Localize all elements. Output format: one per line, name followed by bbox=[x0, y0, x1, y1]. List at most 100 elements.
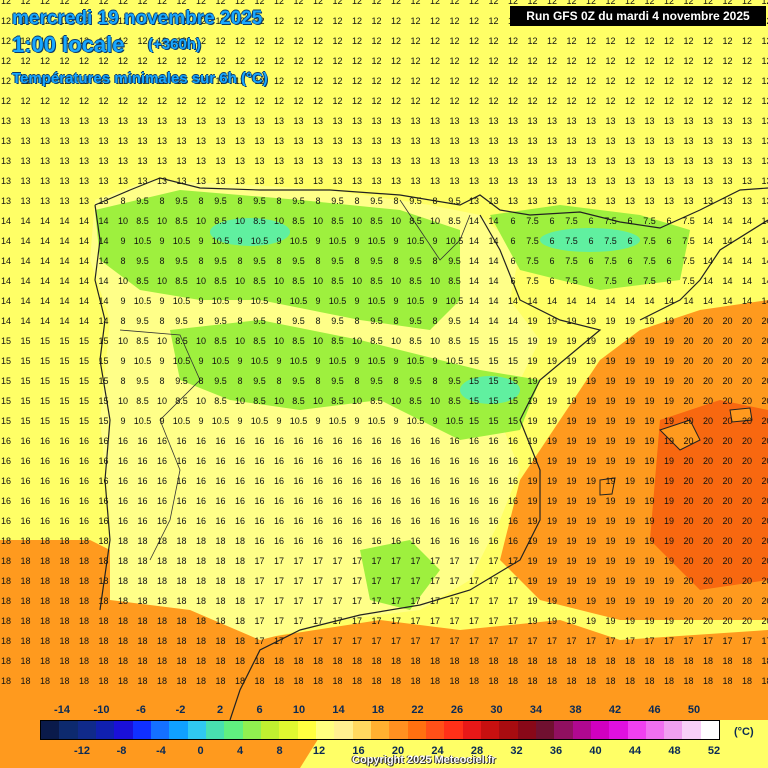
grid-value: 6 bbox=[666, 256, 671, 266]
grid-value: 16 bbox=[488, 456, 498, 466]
grid-value: 15 bbox=[1, 416, 11, 426]
grid-value: 12 bbox=[20, 16, 30, 26]
grid-value: 13 bbox=[586, 156, 596, 166]
grid-value: 16 bbox=[157, 476, 167, 486]
grid-value: 20 bbox=[683, 376, 693, 386]
grid-value: 16 bbox=[293, 536, 303, 546]
grid-value: 13 bbox=[508, 156, 518, 166]
grid-value: 12 bbox=[469, 56, 479, 66]
grid-value: 14 bbox=[40, 316, 50, 326]
legend-label-bottom: 44 bbox=[628, 745, 642, 757]
grid-value: 13 bbox=[157, 176, 167, 186]
grid-value: 10 bbox=[352, 276, 362, 286]
grid-value: 12 bbox=[1, 16, 11, 26]
grid-value: 18 bbox=[157, 596, 167, 606]
grid-value: 18 bbox=[605, 676, 615, 686]
grid-value: 17 bbox=[371, 576, 381, 586]
grid-value: 8 bbox=[432, 376, 437, 386]
grid-value: 19 bbox=[644, 436, 654, 446]
grid-value: 12 bbox=[586, 56, 596, 66]
grid-value: 14 bbox=[527, 296, 537, 306]
grid-value: 16 bbox=[274, 456, 284, 466]
grid-value: 12 bbox=[761, 96, 768, 106]
grid-value: 10 bbox=[430, 216, 440, 226]
grid-value: 13 bbox=[313, 116, 323, 126]
legend-swatch bbox=[260, 721, 280, 739]
grid-value: 12 bbox=[313, 0, 323, 6]
grid-value: 10.5 bbox=[290, 416, 308, 426]
grid-value: 12 bbox=[196, 96, 206, 106]
grid-value: 10.5 bbox=[329, 356, 347, 366]
grid-value: 14 bbox=[742, 256, 752, 266]
cool-zone-centre bbox=[170, 320, 540, 440]
grid-value: 12 bbox=[59, 76, 69, 86]
grid-value: 13 bbox=[566, 136, 576, 146]
grid-value: 12 bbox=[235, 56, 245, 66]
grid-value: 12 bbox=[430, 76, 440, 86]
grid-value: 8.5 bbox=[448, 216, 461, 226]
grid-value: 9.5 bbox=[448, 316, 461, 326]
grid-value: 13 bbox=[703, 176, 713, 186]
grid-value: 13 bbox=[371, 156, 381, 166]
grid-value: 9.5 bbox=[292, 196, 305, 206]
grid-value: 16 bbox=[1, 516, 11, 526]
grid-value: 13 bbox=[196, 136, 206, 146]
grid-value: 6 bbox=[627, 276, 632, 286]
grid-value: 13 bbox=[254, 136, 264, 146]
grid-value: 13 bbox=[79, 196, 89, 206]
grid-value: 18 bbox=[742, 656, 752, 666]
grid-value: 6 bbox=[666, 216, 671, 226]
legend-swatch bbox=[389, 721, 408, 739]
grid-value: 12 bbox=[137, 76, 147, 86]
grid-value: 12 bbox=[274, 0, 284, 6]
grid-value: 13 bbox=[40, 176, 50, 186]
grid-value: 20 bbox=[722, 336, 732, 346]
grid-value: 12 bbox=[605, 0, 615, 6]
grid-value: 20 bbox=[683, 316, 693, 326]
grid-value: 19 bbox=[644, 496, 654, 506]
grid-value: 19 bbox=[586, 376, 596, 386]
grid-value: 17 bbox=[391, 596, 401, 606]
grid-value: 9.5 bbox=[331, 376, 344, 386]
grid-value: 19 bbox=[566, 336, 576, 346]
grid-value: 19 bbox=[547, 596, 557, 606]
grid-value: 19 bbox=[547, 456, 557, 466]
grid-value: 19 bbox=[625, 576, 635, 586]
grid-value: 12 bbox=[761, 0, 768, 6]
grid-value: 18 bbox=[488, 676, 498, 686]
grid-value: 12 bbox=[508, 0, 518, 6]
grid-value: 17 bbox=[371, 636, 381, 646]
grid-value: 16 bbox=[196, 476, 206, 486]
grid-value: 12 bbox=[274, 36, 284, 46]
grid-value: 20 bbox=[761, 536, 768, 546]
grid-value: 18 bbox=[20, 536, 30, 546]
grid-value: 18 bbox=[235, 536, 245, 546]
grid-value: 9 bbox=[315, 356, 320, 366]
grid-value: 14 bbox=[761, 256, 768, 266]
grid-value: 12 bbox=[527, 36, 537, 46]
grid-value: 16 bbox=[137, 456, 147, 466]
grid-value: 13 bbox=[371, 176, 381, 186]
grid-value: 19 bbox=[527, 516, 537, 526]
grid-value: 10.5 bbox=[368, 296, 386, 306]
grid-value: 8.5 bbox=[175, 216, 188, 226]
grid-value: 15 bbox=[59, 356, 69, 366]
grid-value: 18 bbox=[59, 656, 69, 666]
grid-value: 15 bbox=[98, 336, 108, 346]
grid-value: 20 bbox=[761, 576, 768, 586]
grid-value: 9 bbox=[354, 296, 359, 306]
grid-value: 14 bbox=[703, 236, 713, 246]
grid-value: 10.5 bbox=[173, 416, 191, 426]
grid-value: 18 bbox=[79, 556, 89, 566]
grid-value: 13 bbox=[664, 116, 674, 126]
grid-value: 10 bbox=[391, 276, 401, 286]
grid-value: 18 bbox=[196, 596, 206, 606]
grid-value: 19 bbox=[586, 596, 596, 606]
grid-value: 12 bbox=[235, 36, 245, 46]
grid-value: 13 bbox=[235, 136, 245, 146]
grid-value: 20 bbox=[683, 336, 693, 346]
grid-value: 14 bbox=[469, 316, 479, 326]
legend-swatch bbox=[645, 721, 665, 739]
cool-zone-southeast bbox=[360, 540, 440, 610]
grid-value: 17 bbox=[293, 636, 303, 646]
